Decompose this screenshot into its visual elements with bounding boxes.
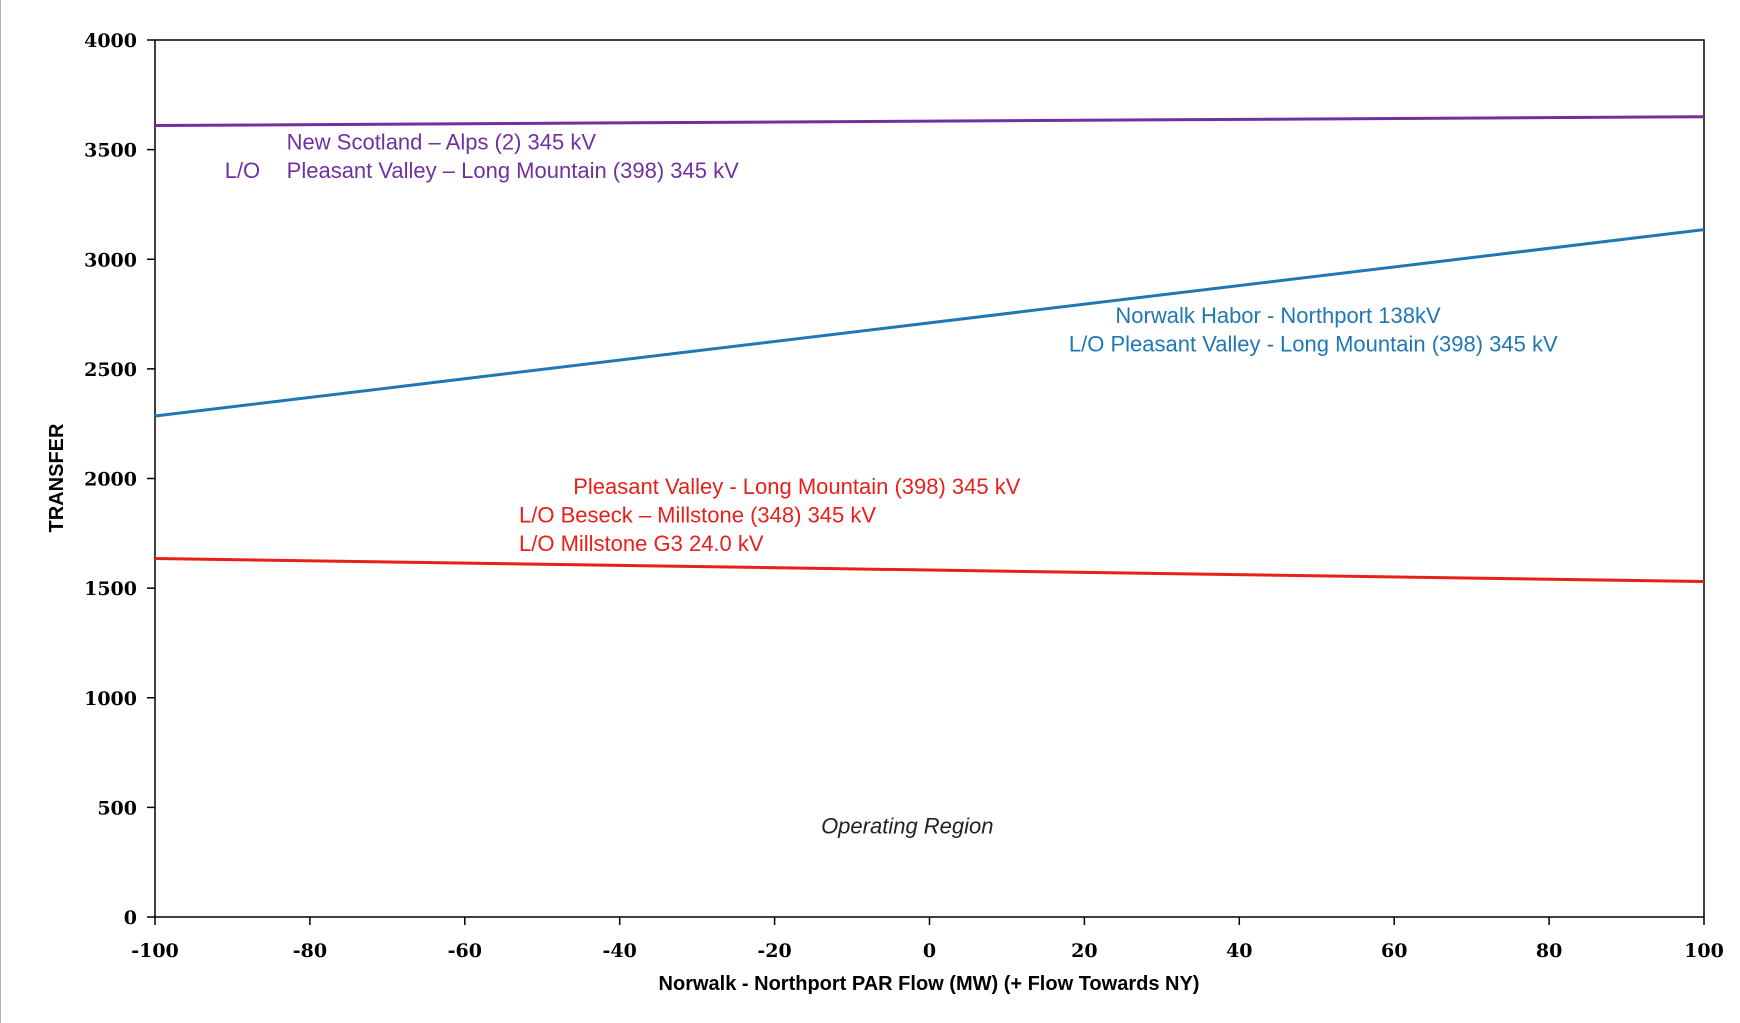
x-tick-label: -20 — [757, 940, 791, 962]
series-line-1 — [154, 115, 1705, 128]
series-line-2 — [154, 228, 1705, 418]
y-tick-label: 0 — [124, 907, 137, 929]
operating-region-label: Operating Region — [821, 814, 993, 839]
series-line-3 — [154, 557, 1705, 584]
x-tick-label: -80 — [293, 940, 327, 962]
y-tick-label: 2000 — [84, 469, 137, 491]
y-tick-label: 4000 — [84, 30, 137, 52]
x-tick-label: 20 — [1071, 940, 1097, 962]
series-labels: New Scotland – Alps (2) 345 kV L/O Pleasan… — [225, 130, 1558, 556]
y-tick-label: 3000 — [84, 249, 137, 271]
x-tick-label: -60 — [448, 940, 482, 962]
y-tick-label: 500 — [97, 797, 137, 819]
y-tick-label: 1500 — [84, 578, 137, 600]
series-3-label: L/O Millstone G3 24.0 kV — [519, 531, 764, 556]
x-tick-label: 40 — [1226, 940, 1252, 962]
x-tick-label: -40 — [603, 940, 637, 962]
y-axis-title: TRANSFER — [46, 423, 68, 532]
x-axis-title: Norwalk - Northport PAR Flow (MW) (+ Flo… — [659, 973, 1200, 995]
y-tick-label: 1000 — [84, 688, 137, 710]
series-3-label: L/O Beseck – Millstone (348) 345 kV — [519, 502, 876, 527]
series-1-label: Pleasant Valley – Long Mountain (398) 34… — [287, 158, 739, 183]
x-tick-label: 80 — [1536, 940, 1562, 962]
x-tick-label: 0 — [923, 940, 936, 962]
y-tick-label: 2500 — [84, 359, 137, 381]
series-2-label: L/O Pleasant Valley - Long Mountain (398… — [1069, 331, 1558, 356]
series-3-label: Pleasant Valley - Long Mountain (398) 34… — [573, 474, 1021, 499]
plot-area — [154, 39, 1705, 918]
x-tick-label: -100 — [131, 940, 179, 962]
series-group — [154, 115, 1705, 584]
series-1-label: New Scotland – Alps (2) 345 kV — [287, 130, 597, 155]
y-axis-ticks: 0 500 1000 1500 2000 2500 3000 3500 4000 — [84, 30, 155, 929]
series-2-label: Norwalk Habor - Northport 138kV — [1115, 303, 1441, 328]
x-tick-label: 100 — [1684, 940, 1724, 962]
y-tick-label: 3500 — [84, 140, 137, 162]
x-axis-ticks: -100 -80 -60 -40 -20 0 20 40 60 80 100 — [131, 917, 1724, 962]
x-tick-label: 60 — [1381, 940, 1407, 962]
annotations: Operating Region — [821, 814, 993, 839]
series-1-label: L/O — [225, 158, 260, 183]
